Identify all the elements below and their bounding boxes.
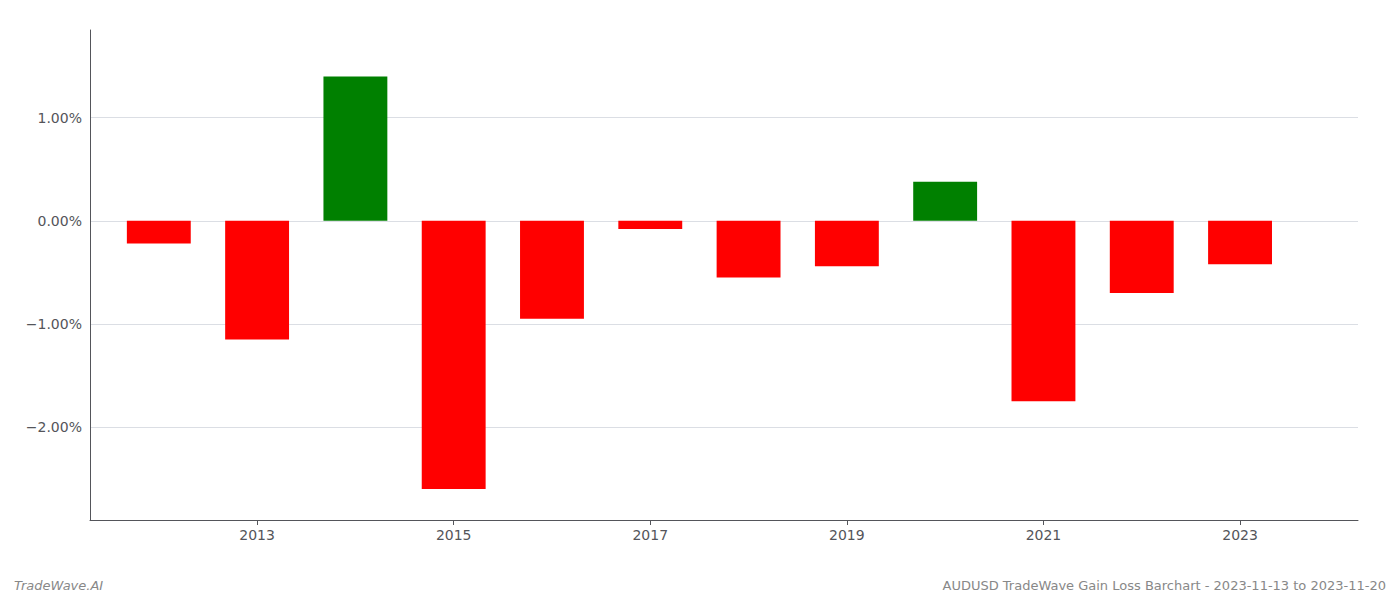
svg-text:2023: 2023 [1222, 527, 1258, 543]
svg-text:1.00%: 1.00% [38, 110, 82, 126]
svg-text:−2.00%: −2.00% [26, 419, 82, 435]
svg-text:AUDUSD TradeWave Gain Loss Bar: AUDUSD TradeWave Gain Loss Barchart - 20… [942, 578, 1386, 593]
svg-text:2017: 2017 [632, 527, 668, 543]
svg-text:2015: 2015 [436, 527, 472, 543]
svg-text:0.00%: 0.00% [38, 213, 82, 229]
svg-text:2021: 2021 [1026, 527, 1062, 543]
svg-text:2019: 2019 [829, 527, 865, 543]
svg-text:−1.00%: −1.00% [26, 316, 82, 332]
svg-text:TradeWave.AI: TradeWave.AI [14, 578, 103, 593]
svg-text:2013: 2013 [239, 527, 275, 543]
